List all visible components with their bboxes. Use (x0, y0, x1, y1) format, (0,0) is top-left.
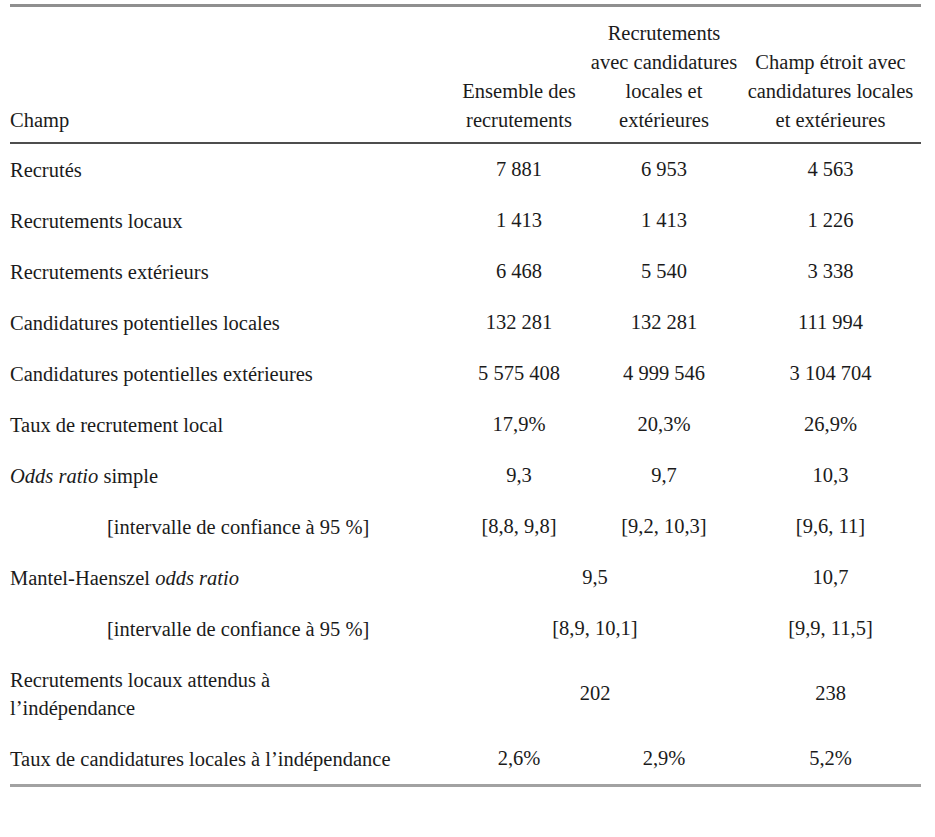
row-label: Recrutements locaux (10, 207, 395, 235)
table-row: [intervalle de confiance à 95 %] [8,8, 9,… (10, 501, 921, 552)
cell-value: [9,2, 10,3] (588, 501, 740, 552)
row-label-text: Odds ratio (10, 465, 98, 487)
row-label-text: simple (98, 465, 158, 487)
row-label-cell: [intervalle de confiance à 95 %] (10, 501, 450, 552)
cell-value: 1 413 (450, 195, 588, 246)
row-label-cell: [intervalle de confiance à 95 %] (10, 603, 450, 654)
row-label: Odds ratio simple (10, 462, 395, 490)
row-label: Recrutements locaux attendus à l’indépen… (10, 666, 395, 722)
cell-value: [8,8, 9,8] (450, 501, 588, 552)
cell-value: 202 (450, 654, 740, 733)
header-row: Champ Ensemble des recrutements Recrutem… (10, 6, 921, 144)
cell-value: 26,9% (740, 399, 921, 450)
row-label-cell: Recrutés (10, 143, 450, 195)
row-label-cell: Recrutements locaux (10, 195, 450, 246)
table-row: [intervalle de confiance à 95 %] [8,9, 10… (10, 603, 921, 654)
table-row: Taux de candidatures locales à l’indépen… (10, 733, 921, 786)
row-label: [intervalle de confiance à 95 %] (10, 513, 450, 541)
cell-value: 17,9% (450, 399, 588, 450)
cell-value: 10,3 (740, 450, 921, 501)
row-label-text: [intervalle de confiance à 95 %] (107, 618, 369, 640)
row-label-text: Candidatures potentielles locales (10, 312, 280, 334)
row-label-text: Candidatures potentielles extérieures (10, 363, 313, 385)
cell-value: 132 281 (588, 297, 740, 348)
row-label-cell: Candidatures potentielles extérieures (10, 348, 450, 399)
row-label-cell: Candidatures potentielles locales (10, 297, 450, 348)
cell-value: 9,5 (450, 552, 740, 603)
cell-value: 1 413 (588, 195, 740, 246)
row-label-text: Mantel-Haenszel (10, 567, 155, 589)
row-label-text: Taux de candidatures locales à l’indépen… (10, 748, 390, 770)
row-label: Candidatures potentielles locales (10, 309, 395, 337)
row-label-text: Taux de recrutement local (10, 414, 223, 436)
column-header-ensemble-des-recrutements: Ensemble des recrutements (450, 6, 588, 144)
row-label-text: odds ratio (155, 567, 239, 589)
row-label: Recrutements extérieurs (10, 258, 395, 286)
cell-value: 7 881 (450, 143, 588, 195)
table-row: Mantel-Haenszel odds ratio 9,510,7 (10, 552, 921, 603)
row-label-text: Recrutements extérieurs (10, 261, 209, 283)
cell-value: 5 575 408 (450, 348, 588, 399)
row-label-text: Recrutements locaux attendus à l’indépen… (10, 669, 270, 719)
cell-value: 3 104 704 (740, 348, 921, 399)
cell-value: [9,9, 11,5] (740, 603, 921, 654)
row-label-text: Recrutés (10, 159, 82, 181)
statistics-table: Champ Ensemble des recrutements Recrutem… (10, 4, 921, 787)
column-header-recrutements-avec-candidatures: Recrutements avec candidatures locales e… (588, 6, 740, 144)
cell-value: 4 999 546 (588, 348, 740, 399)
cell-value: 9,3 (450, 450, 588, 501)
table-row: Recrutements locaux attendus à l’indépen… (10, 654, 921, 733)
column-header-champ: Champ (10, 6, 450, 144)
row-label-text: Recrutements locaux (10, 210, 182, 232)
cell-value: 3 338 (740, 246, 921, 297)
cell-value: 20,3% (588, 399, 740, 450)
cell-value: 5,2% (740, 733, 921, 786)
table-header: Champ Ensemble des recrutements Recrutem… (10, 6, 921, 144)
cell-value: 9,7 (588, 450, 740, 501)
cell-value: 6 953 (588, 143, 740, 195)
cell-value: 111 994 (740, 297, 921, 348)
cell-value: 5 540 (588, 246, 740, 297)
cell-value: 2,6% (450, 733, 588, 786)
document-page: Champ Ensemble des recrutements Recrutem… (0, 0, 935, 787)
table-row: Candidatures potentielles locales 132 281… (10, 297, 921, 348)
table-row: Recrutements extérieurs 6 4685 5403 338 (10, 246, 921, 297)
cell-value: 10,7 (740, 552, 921, 603)
table-body: Recrutés 7 8816 9534 563 Recrutements loca… (10, 143, 921, 786)
row-label-cell: Mantel-Haenszel odds ratio (10, 552, 450, 603)
table-row: Odds ratio simple 9,39,710,3 (10, 450, 921, 501)
cell-value: 4 563 (740, 143, 921, 195)
cell-value: [9,6, 11] (740, 501, 921, 552)
cell-value: 6 468 (450, 246, 588, 297)
row-label-cell: Taux de recrutement local (10, 399, 450, 450)
row-label: Taux de candidatures locales à l’indépen… (10, 745, 395, 773)
cell-value: 2,9% (588, 733, 740, 786)
column-header-champ-etroit: Champ étroit avec candidatures locales e… (740, 6, 921, 144)
row-label-cell: Odds ratio simple (10, 450, 450, 501)
cell-value: 132 281 (450, 297, 588, 348)
row-label: Taux de recrutement local (10, 411, 395, 439)
table-row: Recrutements locaux1 4131 4131 226 (10, 195, 921, 246)
table-row: Taux de recrutement local 17,9%20,3%26,9% (10, 399, 921, 450)
row-label: Recrutés (10, 156, 395, 184)
cell-value: 238 (740, 654, 921, 733)
table-row: Recrutés 7 8816 9534 563 (10, 143, 921, 195)
row-label-text: [intervalle de confiance à 95 %] (107, 516, 369, 538)
row-label-cell: Taux de candidatures locales à l’indépen… (10, 733, 450, 786)
table-row: Candidatures potentielles extérieures 5 5… (10, 348, 921, 399)
row-label-cell: Recrutements extérieurs (10, 246, 450, 297)
row-label-cell: Recrutements locaux attendus à l’indépen… (10, 654, 450, 733)
row-label: [intervalle de confiance à 95 %] (10, 615, 450, 643)
cell-value: [8,9, 10,1] (450, 603, 740, 654)
row-label: Candidatures potentielles extérieures (10, 360, 395, 388)
row-label: Mantel-Haenszel odds ratio (10, 564, 395, 592)
cell-value: 1 226 (740, 195, 921, 246)
